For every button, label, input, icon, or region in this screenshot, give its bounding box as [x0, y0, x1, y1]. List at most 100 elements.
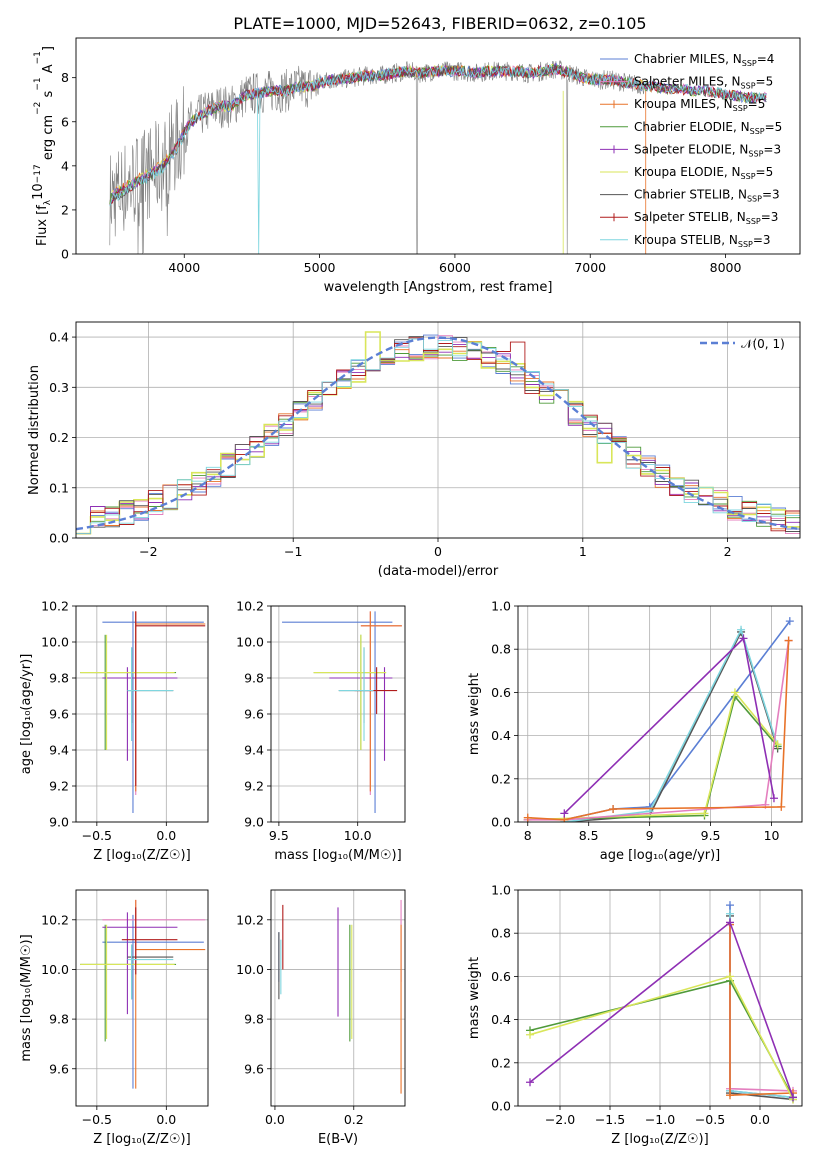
x-tick-label: −0.5: [82, 1112, 112, 1127]
plot-area: [80, 899, 206, 1089]
error-point-pink: [102, 899, 206, 965]
series-gray: [560, 627, 782, 822]
y-tick-label: 6: [61, 114, 69, 129]
y-axis-label: age [log₁₀(age/yr)]: [19, 654, 34, 775]
data-point: [726, 918, 734, 927]
hist-green: [76, 346, 800, 535]
y-tick-label: 4: [61, 158, 69, 173]
y-tick-label: 1.0: [491, 599, 511, 614]
y-tick-label: 9.6: [49, 1061, 69, 1076]
chart-mass-vs-z: −0.5 0.0 9.6 9.8 10.0 10.2 Z [log₁₀(Z/Z☉)] mass…: [19, 889, 209, 1147]
y-tick-label: 10.0: [236, 635, 264, 650]
x-tick-label: 9.5: [269, 828, 289, 843]
y-tick-label: 0.4: [49, 330, 69, 345]
series-line: [564, 627, 779, 822]
y-tick-label: 9.8: [244, 671, 264, 686]
series-line: [564, 629, 779, 822]
legend-label: 𝒩(0, 1): [741, 337, 785, 351]
x-tick-label: 8000: [710, 260, 742, 275]
y-tick-label: 0.4: [491, 728, 511, 743]
series-line: [529, 979, 794, 1098]
data-point: [726, 909, 734, 918]
y-tick-label: 0.2: [491, 1055, 511, 1070]
data-point: [726, 901, 734, 910]
x-tick-label: −0.5: [695, 1112, 725, 1127]
y-axis-label: Flux [fλ10−17 erg cm−2 s−1 A−1]: [31, 46, 56, 246]
data-point: [700, 809, 709, 818]
axes-frame: [75, 37, 801, 255]
y-tick-label: 0.8: [491, 642, 511, 657]
y-tick-label: 9.0: [49, 815, 69, 830]
chart-weight-vs-z: −2.0 −1.5 −1.0 −0.5 0.0 0.0 0.2 0.4 0.6 0.8 1.0 Z […: [467, 883, 803, 1147]
model-orange: [109, 64, 645, 203]
error-point-gray: [338, 647, 374, 723]
x-axis-label: E(B-V): [318, 1132, 358, 1147]
y-tick-label: 0: [61, 247, 69, 262]
x-tick-label: −1.5: [595, 1112, 625, 1127]
x-tick-label: 7000: [574, 260, 606, 275]
y-tick-label: 9.6: [244, 707, 264, 722]
legend-label: Chabrier ELODIE, NSSP=5: [634, 120, 782, 136]
y-tick-label: 9.0: [244, 815, 264, 830]
y-tick-label: 10.0: [236, 962, 264, 977]
y-axis-label: Normed distribution: [27, 365, 42, 495]
axes-frame: [270, 889, 406, 1107]
y-tick-label: 10.2: [236, 912, 264, 927]
x-tick-label: 5000: [304, 260, 336, 275]
legend-label: Kroupa STELIB, NSSP=3: [634, 233, 771, 249]
x-axis-label: age [log₁₀(age/yr)]: [600, 848, 721, 863]
y-tick-label: 0.3: [49, 380, 69, 395]
series-line: [563, 636, 775, 814]
plot-area: [76, 331, 800, 535]
data-point: [523, 813, 532, 822]
y-tick-label: 10.0: [41, 962, 69, 977]
x-tick-label: 4000: [168, 260, 200, 275]
error-point-cyan: [127, 647, 174, 741]
x-tick-label: 0.0: [265, 1112, 285, 1127]
legend: Chabrier MILES, NSSP=4 Salpeter MILES, NS…: [600, 52, 782, 249]
x-tick-label: −0.5: [82, 828, 112, 843]
error-point-blue: [102, 914, 204, 1089]
series-line: [529, 921, 794, 1098]
y-tick-label: 9.6: [244, 1061, 264, 1076]
x-tick-label: −2: [139, 544, 157, 559]
series-cyan: [560, 625, 782, 822]
data-point: [739, 634, 748, 643]
x-tick-label: 10.0: [344, 828, 372, 843]
error-point-purple: [102, 912, 178, 1015]
model-red: [109, 64, 767, 206]
x-tick-label: 0.0: [750, 1112, 770, 1127]
legend-label: Salpeter STELIB, NSSP=3: [634, 210, 778, 226]
plot-area: [109, 60, 767, 254]
data-point: [777, 802, 786, 811]
y-axis-label: mass weight: [467, 957, 482, 1039]
axes-frame: [270, 605, 406, 823]
x-axis-label: mass [log₁₀(M/M☉)]: [274, 848, 401, 863]
x-tick-label: 0: [434, 544, 442, 559]
y-axis-label: mass weight: [467, 673, 482, 755]
y-tick-label: 9.6: [49, 707, 69, 722]
y-tick-label: 9.8: [244, 1012, 264, 1027]
plot-area: [278, 899, 402, 1094]
plot-area: [523, 617, 794, 822]
series-yellow: [526, 972, 797, 1104]
chart-mass-vs-ebv: 0.0 0.2 9.6 9.8 10.0 10.2 E(B-V): [236, 889, 406, 1147]
y-tick-label: 0.6: [491, 685, 511, 700]
y-tick-label: 10.2: [41, 599, 69, 614]
x-tick-label: 0.2: [344, 1112, 364, 1127]
legend-label: Kroupa MILES, NSSP=5: [634, 97, 765, 113]
y-tick-label: 9.8: [49, 671, 69, 686]
error-point-orange: [135, 611, 206, 792]
error-point-orange: [135, 899, 206, 1089]
y-tick-label: 0.2: [49, 430, 69, 445]
axes-frame: [517, 889, 803, 1107]
x-tick-label: 10: [764, 828, 780, 843]
hist-cyan: [76, 338, 800, 534]
error-point-blue: [282, 611, 393, 813]
x-axis-label: wavelength [Angstrom, rest frame]: [324, 280, 553, 295]
y-tick-label: 10.2: [41, 912, 69, 927]
figure-title: PLATE=1000, MJD=52643, FIBERID=0632, z=0…: [233, 14, 646, 33]
x-tick-label: 2: [724, 544, 732, 559]
error-point-pink: [135, 611, 206, 795]
